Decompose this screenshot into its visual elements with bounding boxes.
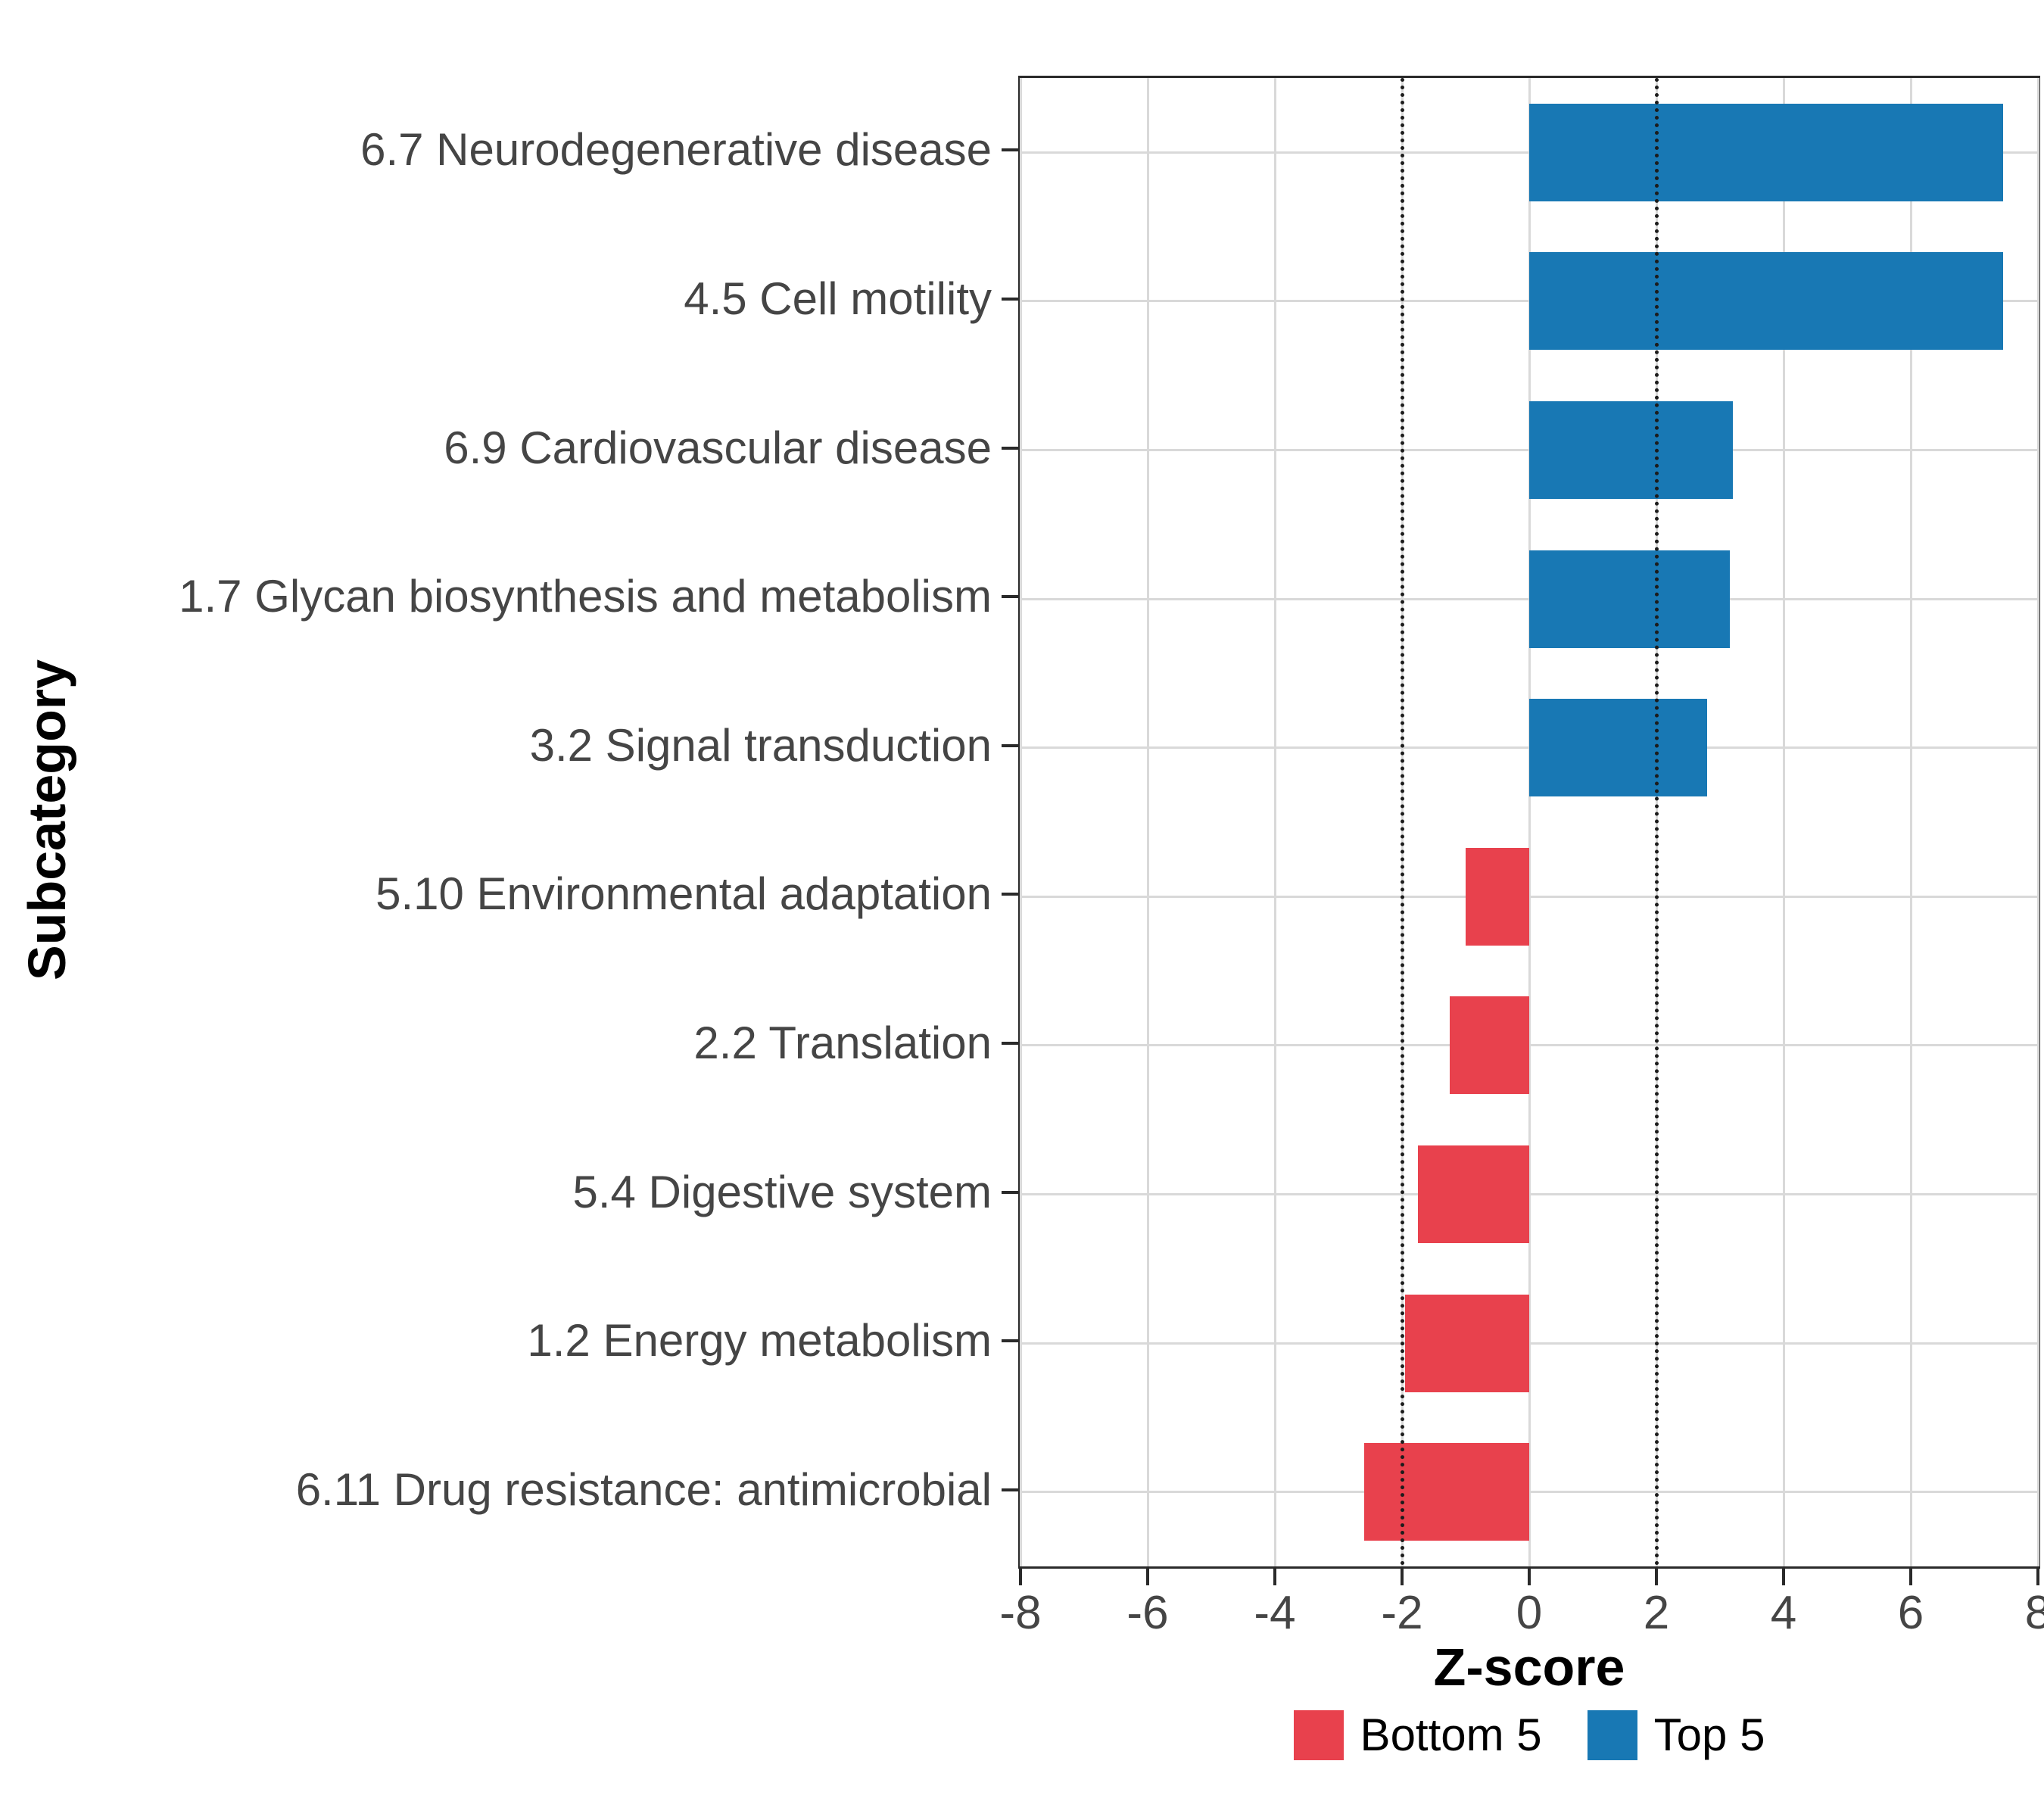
y-tick-label: 2.2 Translation [693,1017,992,1068]
x-tick-mark [1146,1569,1149,1585]
y-tick-mark [1002,148,1018,152]
x-gridline [1146,78,1149,1566]
x-gridline [1909,78,1912,1566]
y-tick-mark [1002,1041,1018,1045]
y-tick-label: 6.11 Drug resistance: antimicrobial [295,1463,992,1515]
y-tick-label: 3.2 Signal transduction [529,719,992,771]
x-tick-mark [2036,1569,2039,1585]
y-tick-mark [1002,893,1018,896]
x-tick-label: 2 [1643,1587,1670,1639]
x-tick-mark [1401,1569,1404,1585]
x-gridline [2036,78,2039,1566]
y-tick-label: 1.7 Glycan biosynthesis and metabolism [179,571,992,622]
legend-swatch-bottom5 [1293,1710,1344,1760]
x-gridline [1782,78,1785,1566]
y-axis-title: Subcategory [17,659,76,980]
y-tick-label: 5.4 Digestive system [572,1166,992,1217]
y-gridline [1020,895,2038,898]
bar-top5 [1529,103,2003,201]
y-tick-label: 1.2 Energy metabolism [527,1315,992,1367]
bar-top5 [1529,699,1708,797]
legend-swatch-top5 [1587,1710,1637,1760]
x-tick-label: -6 [1126,1587,1169,1639]
x-tick-mark [1909,1569,1912,1585]
bar-bottom5 [1466,847,1529,946]
y-tick-mark [1002,446,1018,450]
reference-line [1400,78,1404,1566]
y-gridline [1020,1193,2038,1195]
bar-top5 [1529,401,1733,499]
y-tick-mark [1002,297,1018,301]
y-gridline [1020,1044,2038,1047]
x-tick-mark [1528,1569,1531,1585]
legend: Bottom 5 Top 5 [1018,1705,2040,1766]
y-tick-label: 6.7 Neurodegenerative disease [360,124,992,176]
bar-bottom5 [1418,1145,1529,1243]
x-tick-mark [1782,1569,1785,1585]
bar-bottom5 [1363,1443,1529,1541]
y-tick-mark [1002,743,1018,747]
y-tick-mark [1002,1190,1018,1194]
bar-bottom5 [1450,996,1529,1095]
x-gridline [1273,78,1276,1566]
x-tick-label: -2 [1381,1587,1423,1639]
bar-top5 [1529,550,1730,648]
bar-top5 [1529,252,2003,351]
x-tick-label: -4 [1254,1587,1296,1639]
y-tick-mark [1002,595,1018,599]
reference-line [1654,78,1659,1566]
x-tick-label: -8 [999,1587,1042,1639]
y-tick-mark [1002,1488,1018,1491]
legend-label-bottom5: Bottom 5 [1360,1709,1542,1760]
bar-bottom5 [1405,1294,1529,1392]
y-tick-label: 4.5 Cell motility [684,273,992,324]
y-tick-label: 6.9 Cardiovascular disease [444,422,992,473]
legend-label-top5: Top 5 [1653,1709,1765,1760]
x-tick-label: 8 [2024,1587,2044,1639]
x-tick-label: 4 [1770,1587,1797,1639]
y-tick-label: 5.10 Environmental adaptation [375,868,992,920]
x-tick-mark [1273,1569,1276,1585]
y-gridline [1020,1491,2038,1494]
x-tick-label: 0 [1516,1587,1543,1639]
x-tick-mark [1655,1569,1658,1585]
x-tick-mark [1019,1569,1022,1585]
x-gridline [1528,78,1531,1566]
legend-item-top5: Top 5 [1587,1709,1765,1760]
legend-item-bottom5: Bottom 5 [1293,1709,1542,1760]
x-gridline [1019,78,1022,1566]
x-axis-title: Z-score [1433,1638,1625,1697]
y-tick-mark [1002,1339,1018,1343]
y-gridline [1020,1342,2038,1345]
plot-panel [1018,76,2040,1569]
x-tick-label: 6 [1897,1587,1924,1639]
